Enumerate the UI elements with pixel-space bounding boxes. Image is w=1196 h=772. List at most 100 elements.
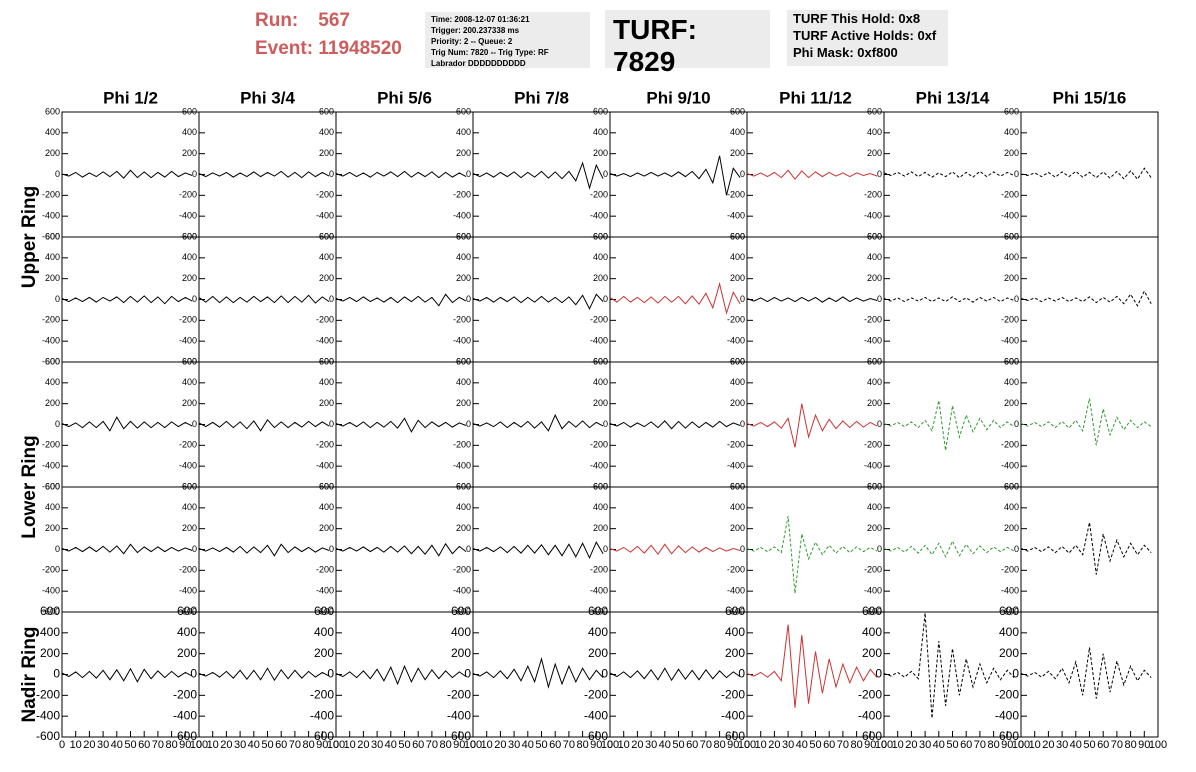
- y-tick-label: -400: [1001, 586, 1019, 596]
- y-tick-label: 200: [182, 273, 197, 283]
- x-tick-label: 50: [261, 739, 273, 751]
- y-tick-label: -400: [42, 211, 60, 221]
- panel-frame: [1020, 111, 1159, 238]
- waveform: [198, 294, 330, 304]
- x-tick-label: 20: [357, 739, 369, 751]
- x-tick-label: 0: [196, 739, 202, 751]
- y-tick-label: 200: [730, 148, 745, 158]
- panel-frame: [1020, 236, 1159, 363]
- y-tick-label: 200: [588, 646, 608, 660]
- y-tick-label: 0: [601, 667, 608, 681]
- y-tick-label: -600: [447, 729, 471, 743]
- waveform: [61, 543, 193, 555]
- y-tick-label: -600: [42, 356, 60, 366]
- y-tick-label: 600: [451, 604, 471, 618]
- x-tick-label: 90: [1001, 739, 1013, 751]
- y-tick-label: 600: [730, 481, 745, 491]
- y-tick-label: 400: [40, 625, 60, 639]
- x-tick-label: 40: [659, 739, 671, 751]
- y-tick-label: 400: [867, 252, 882, 262]
- y-tick-label: -200: [179, 565, 197, 575]
- y-tick-label: 200: [319, 398, 334, 408]
- y-tick-label: -200: [727, 565, 745, 575]
- y-tick-label: 600: [182, 356, 197, 366]
- y-tick-label: -600: [1001, 606, 1019, 616]
- y-tick-label: -600: [453, 481, 471, 491]
- y-tick-label: -200: [864, 565, 882, 575]
- y-tick-label: -200: [179, 315, 197, 325]
- column-header: Phi 15/16: [1053, 88, 1127, 107]
- x-tick-label: 20: [83, 739, 95, 751]
- y-tick-label: 200: [45, 148, 60, 158]
- y-tick-label: -400: [447, 708, 471, 722]
- y-tick-label: 200: [730, 398, 745, 408]
- y-tick-label: 400: [456, 502, 471, 512]
- y-tick-label: -600: [864, 231, 882, 241]
- waveform: [609, 667, 741, 682]
- panel-frame: [1020, 361, 1159, 488]
- y-tick-label: -400: [179, 461, 197, 471]
- x-tick-label: 50: [124, 739, 136, 751]
- y-tick-label: -200: [590, 565, 608, 575]
- y-tick-label: 600: [40, 604, 60, 618]
- y-tick-label: 0: [55, 419, 60, 429]
- y-tick-label: 600: [862, 604, 882, 618]
- y-tick-label: -200: [310, 688, 334, 702]
- y-tick-label: -600: [42, 606, 60, 616]
- waveform: [61, 667, 193, 683]
- y-tick-label: -600: [453, 231, 471, 241]
- y-tick-label: 0: [192, 169, 197, 179]
- y-tick-label: 200: [182, 398, 197, 408]
- x-tick-label: 80: [987, 739, 999, 751]
- y-tick-label: -600: [864, 481, 882, 491]
- waveform: [198, 418, 330, 432]
- y-tick-label: 400: [1004, 377, 1019, 387]
- y-tick-label: 600: [867, 356, 882, 366]
- x-tick-label: 70: [974, 739, 986, 751]
- y-tick-label: -400: [42, 586, 60, 596]
- y-tick-label: 600: [867, 106, 882, 116]
- waveform: [746, 403, 878, 448]
- y-tick-label: -400: [1001, 211, 1019, 221]
- y-tick-label: 600: [730, 106, 745, 116]
- y-tick-label: 200: [456, 523, 471, 533]
- y-tick-label: 0: [877, 419, 882, 429]
- x-tick-label: 90: [1138, 739, 1150, 751]
- y-tick-label: 400: [1004, 127, 1019, 137]
- waveform: [746, 169, 878, 181]
- waveform: [883, 539, 1015, 558]
- y-tick-label: -600: [727, 481, 745, 491]
- turf-info: TURF Active Holds: 0xf: [793, 28, 937, 43]
- y-tick-label: -600: [727, 606, 745, 616]
- y-tick-label: 600: [319, 231, 334, 241]
- y-tick-label: 0: [53, 667, 60, 681]
- ring-label: Nadir Ring: [19, 626, 40, 722]
- x-tick-label: 90: [453, 739, 465, 751]
- y-tick-label: 200: [1004, 523, 1019, 533]
- y-tick-label: -400: [727, 461, 745, 471]
- y-tick-label: -200: [1001, 565, 1019, 575]
- x-tick-label: 10: [892, 739, 904, 751]
- y-tick-label: 400: [867, 502, 882, 512]
- y-tick-label: -400: [310, 708, 334, 722]
- y-tick-label: 200: [725, 646, 745, 660]
- y-tick-label: 400: [177, 625, 197, 639]
- x-tick-label: 60: [686, 739, 698, 751]
- y-tick-label: -400: [179, 211, 197, 221]
- y-tick-label: 400: [456, 377, 471, 387]
- x-tick-label: 60: [823, 739, 835, 751]
- y-tick-label: -400: [173, 708, 197, 722]
- y-tick-label: -200: [316, 315, 334, 325]
- y-tick-label: 0: [192, 419, 197, 429]
- y-tick-label: 200: [867, 273, 882, 283]
- y-tick-label: 200: [867, 398, 882, 408]
- y-tick-label: -400: [453, 461, 471, 471]
- column-header: Phi 13/14: [916, 88, 990, 107]
- y-tick-label: 200: [319, 273, 334, 283]
- y-tick-label: -400: [858, 708, 882, 722]
- y-tick-label: 200: [319, 523, 334, 533]
- y-tick-label: 200: [730, 523, 745, 533]
- x-tick-label: 100: [327, 739, 345, 751]
- x-tick-label: 0: [333, 739, 339, 751]
- y-tick-label: 200: [456, 398, 471, 408]
